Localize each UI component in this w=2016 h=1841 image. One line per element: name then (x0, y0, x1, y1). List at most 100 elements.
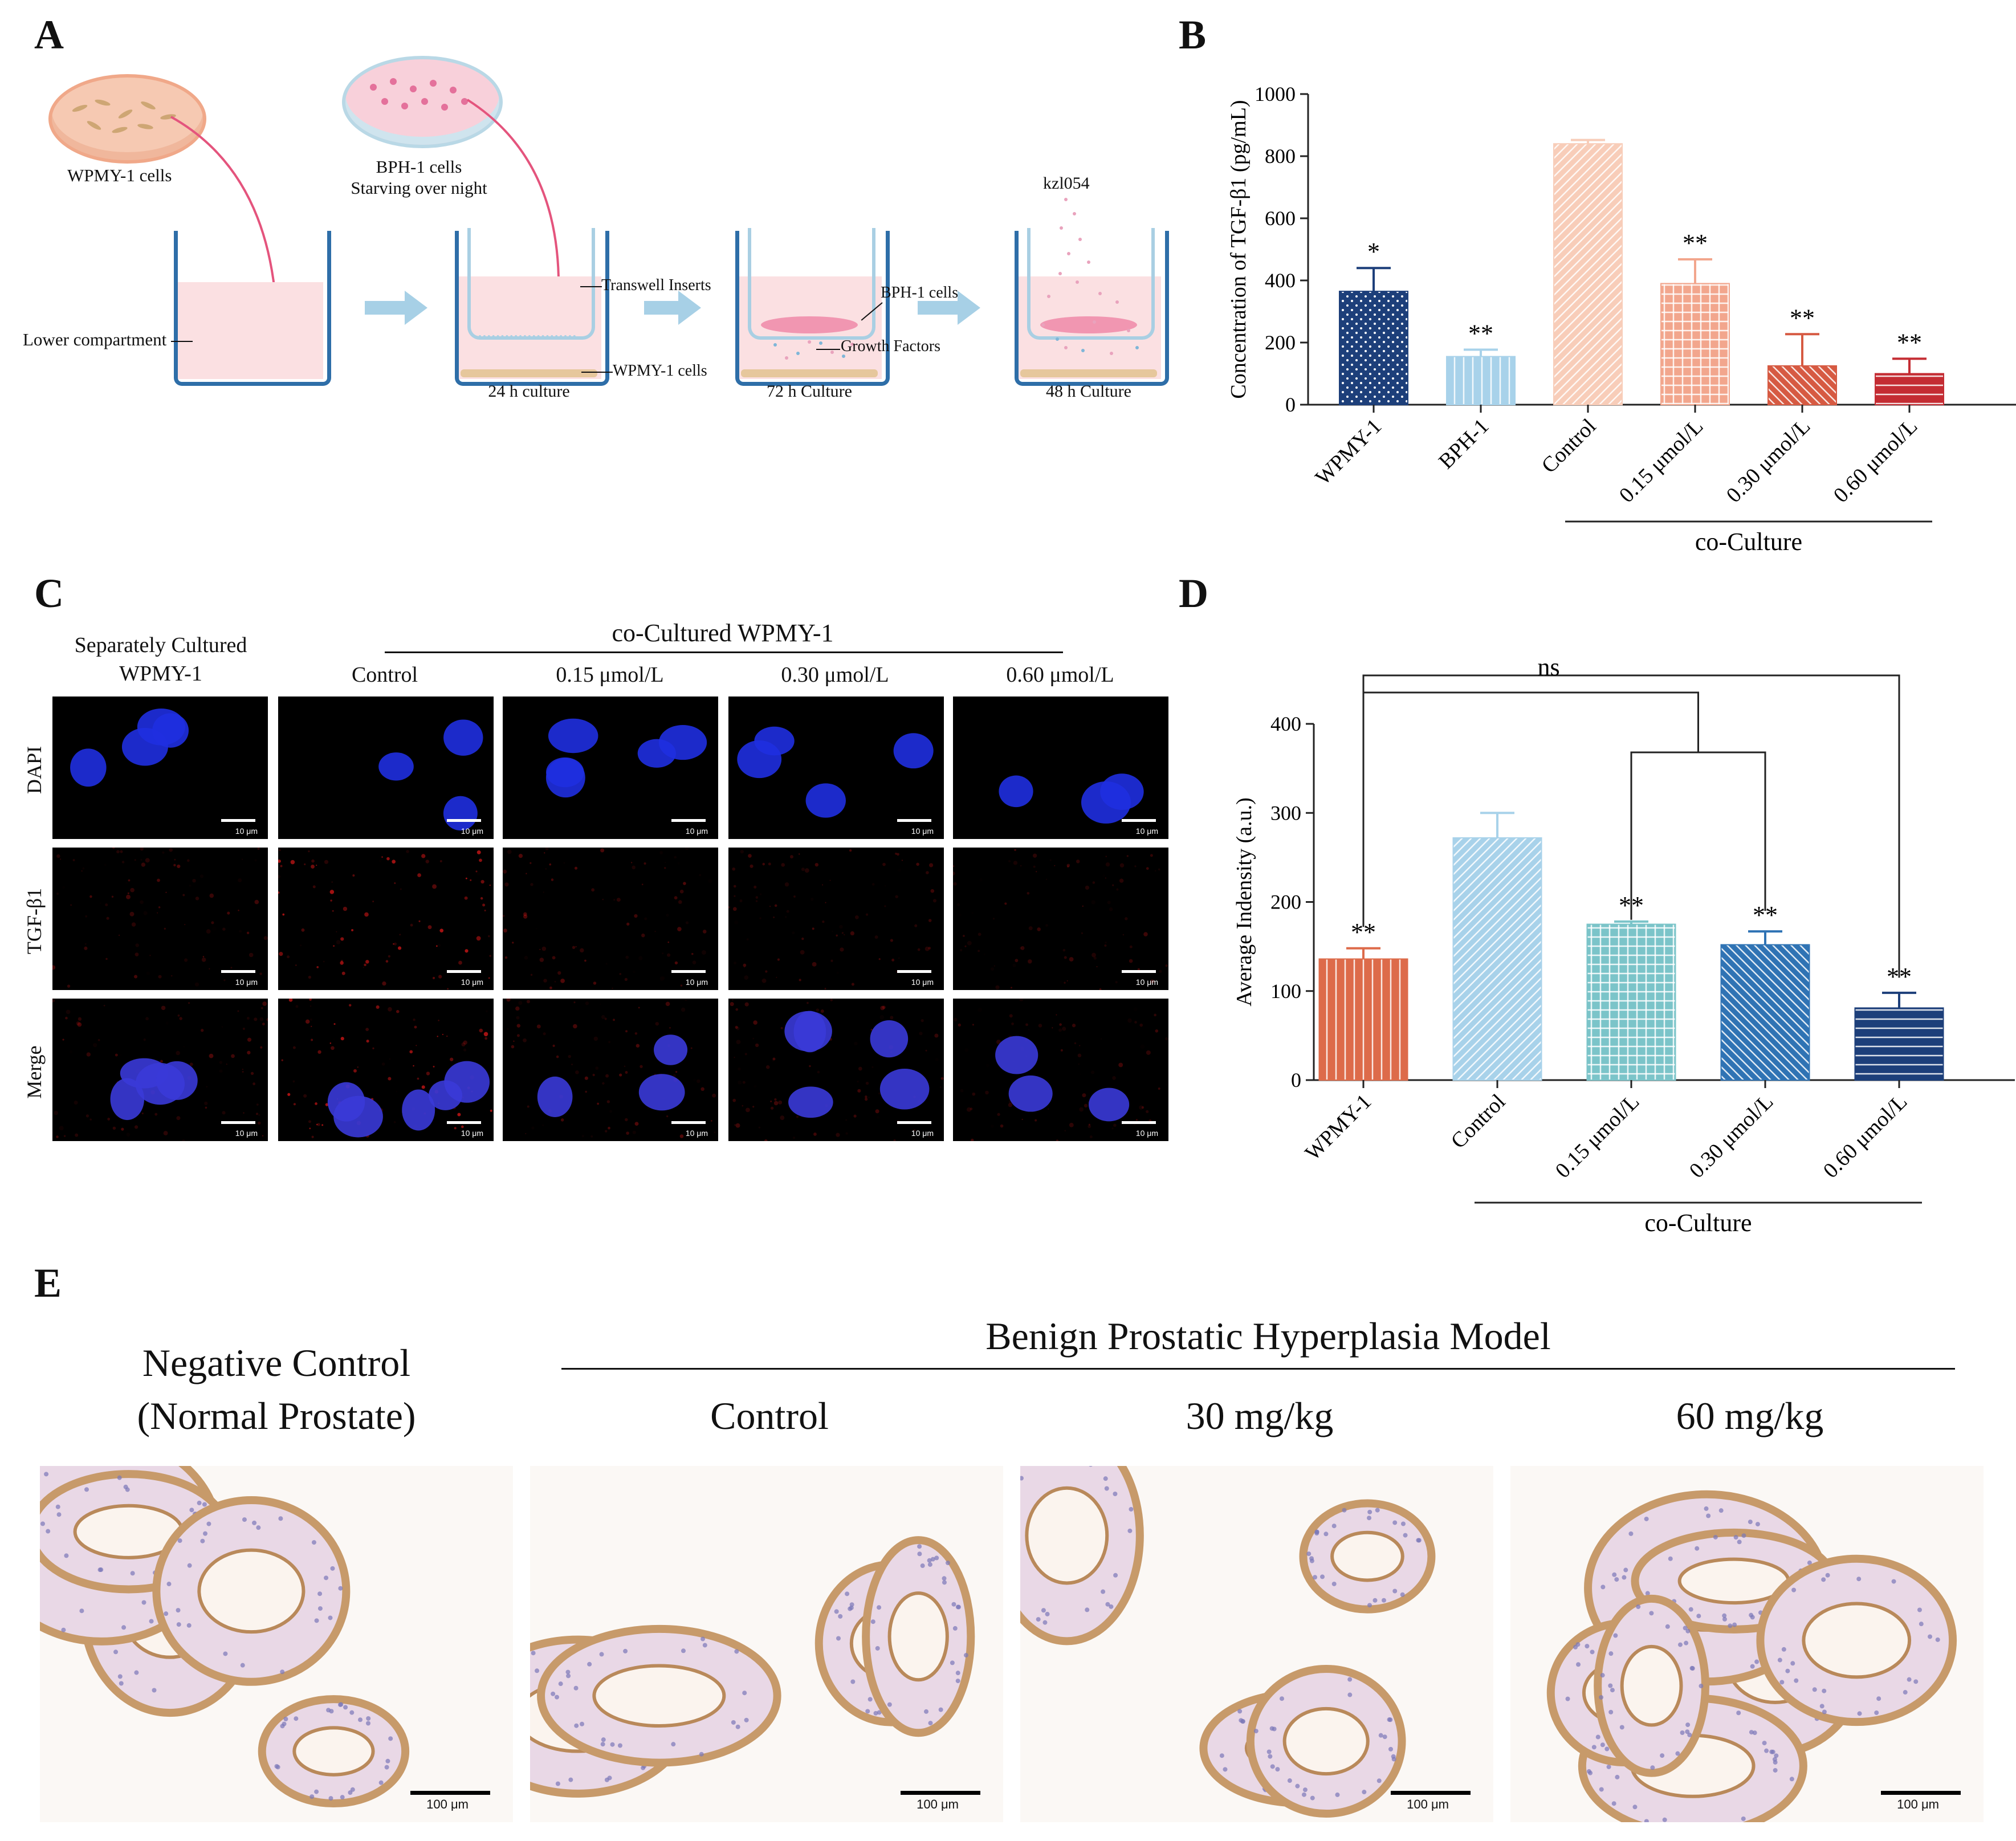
scale-bar (897, 970, 931, 973)
well-2 (455, 231, 609, 386)
group-label: co-Culture (1695, 528, 1802, 556)
flow-arrow-icon (918, 291, 980, 325)
x-tick-label: 0.60 μmol/L (1819, 1090, 1912, 1183)
scale-bar (447, 1121, 481, 1124)
neg-control-1: Negative Control (142, 1341, 411, 1384)
scale-bar-label: 100 μm (426, 1797, 469, 1811)
scale-bar-label: 100 μm (1407, 1797, 1449, 1811)
bar-1 (1452, 837, 1542, 1081)
scale-bar-label: 10 μm (235, 1129, 258, 1138)
well-2-medium (459, 276, 601, 379)
bar-2 (1586, 923, 1676, 1081)
row-merge: Merge (23, 1045, 46, 1099)
well-1-medium (178, 282, 323, 379)
micrograph-tgf-4: 10 μm (953, 848, 1168, 990)
y-tick-label: 300 (1270, 801, 1301, 824)
row-dapi: DAPI (23, 746, 46, 795)
scale-bar (447, 970, 481, 973)
bar-1 (1446, 356, 1516, 406)
col-e-control: Control (710, 1394, 829, 1437)
bph-cells-label: BPH-1 cells (881, 284, 959, 302)
bracket-060 (1362, 674, 1900, 978)
scale-bar (1122, 970, 1156, 973)
wpmy-layer-4 (1020, 369, 1157, 377)
scale-bar (671, 1121, 706, 1124)
scale-bar-label: 100 μm (917, 1797, 959, 1811)
bar-0 (1339, 291, 1408, 406)
group-label: co-Culture (1644, 1209, 1752, 1237)
x-tick-label: 0.30 μmol/L (1722, 414, 1815, 508)
x-tick-label: Control (1447, 1090, 1510, 1154)
growth-factor-dots (773, 340, 854, 360)
scale-bar-label: 10 μm (685, 826, 708, 836)
col-060: 0.60 μmol/L (1006, 663, 1114, 687)
wpmy-cells-label: WPMY-1 cells (613, 362, 707, 380)
micrograph-tgf-2: 10 μm (503, 848, 718, 990)
scale-bar-label: 10 μm (461, 977, 483, 987)
micrograph-merge-4: 10 μm (953, 999, 1168, 1141)
micrograph-merge-0: 10 μm (52, 999, 268, 1141)
micrograph-merge-1: 10 μm (278, 999, 494, 1141)
x-tick-label: BPH-1 (1434, 414, 1493, 474)
panel-label-c: C (34, 571, 64, 616)
group-line (385, 651, 1063, 653)
bph-dish-label-1: BPH-1 cells (376, 157, 462, 177)
y-tick-label: 0 (1291, 1069, 1301, 1091)
bracket-ns (1362, 691, 1699, 927)
significance-mark: * (1367, 238, 1380, 266)
transwell-insert-4 (1027, 228, 1155, 340)
micrograph-merge-3: 10 μm (728, 999, 944, 1141)
y-tick-label: 200 (1265, 331, 1296, 354)
wpmy-layer-3 (741, 369, 878, 377)
significance-mark: ** (1683, 229, 1708, 257)
scale-bar-label: 100 μm (1897, 1797, 1939, 1811)
bph-layer-3 (761, 316, 858, 333)
bar-3 (1660, 283, 1730, 406)
neg-control-2: (Normal Prostate) (137, 1394, 416, 1437)
scale-bar (221, 819, 255, 822)
micrograph-tgf-3: 10 μm (728, 848, 944, 990)
lower-compartment-label: Lower compartment (23, 329, 167, 349)
scale-bar (671, 970, 706, 973)
bar-0 (1318, 958, 1408, 1081)
bar-4 (1767, 365, 1837, 405)
transwell-inserts-label: Transwell Inserts (601, 276, 711, 294)
culture-48h-label: 48 h Culture (1046, 382, 1131, 401)
flow-arrow-icon (644, 291, 701, 325)
leader-line (581, 372, 613, 373)
col-separate-1: Separately Cultured (74, 633, 247, 657)
co-cultured-title: co-Cultured WPMY-1 (612, 619, 834, 647)
bar-5 (1875, 373, 1944, 405)
col-separate-2: WPMY-1 (119, 662, 202, 686)
scale-bar-label: 10 μm (461, 826, 483, 836)
micrograph-dapi-3: 10 μm (728, 697, 944, 839)
scale-bar-label: 10 μm (911, 977, 934, 987)
transwell-insert-2 (467, 228, 595, 340)
scale-bar-label: 10 μm (685, 1129, 708, 1138)
ns-label: ns (1537, 653, 1559, 681)
scale-bar-label: 10 μm (911, 826, 934, 836)
well-1 (174, 231, 331, 386)
x-tick-label: WPMY-1 (1301, 1090, 1376, 1166)
panel-label-b: B (1179, 12, 1207, 58)
well-4 (1015, 231, 1169, 386)
drug-particles (1041, 198, 1139, 355)
micrograph-merge-2: 10 μm (503, 999, 718, 1141)
y-tick-label: 800 (1265, 145, 1296, 168)
y-tick-label: 200 (1270, 891, 1301, 914)
y-tick-label: 600 (1265, 207, 1296, 230)
y-tick-label: 400 (1270, 712, 1301, 735)
y-tick-label: 400 (1265, 269, 1296, 292)
scale-bar (897, 1121, 931, 1124)
wpmy-layer-2 (461, 369, 597, 377)
scale-bar (447, 819, 481, 822)
x-tick-label: 0.60 μmol/L (1829, 414, 1923, 508)
y-axis-label: Average Indensity (a.u.) (1232, 797, 1256, 1006)
scale-bar (671, 819, 706, 822)
scale-bar-label: 10 μm (1135, 1129, 1158, 1138)
scale-bar-label: 10 μm (911, 1129, 934, 1138)
leader-line (580, 286, 602, 287)
wpmy-dish-label: WPMY-1 cells (67, 165, 172, 185)
